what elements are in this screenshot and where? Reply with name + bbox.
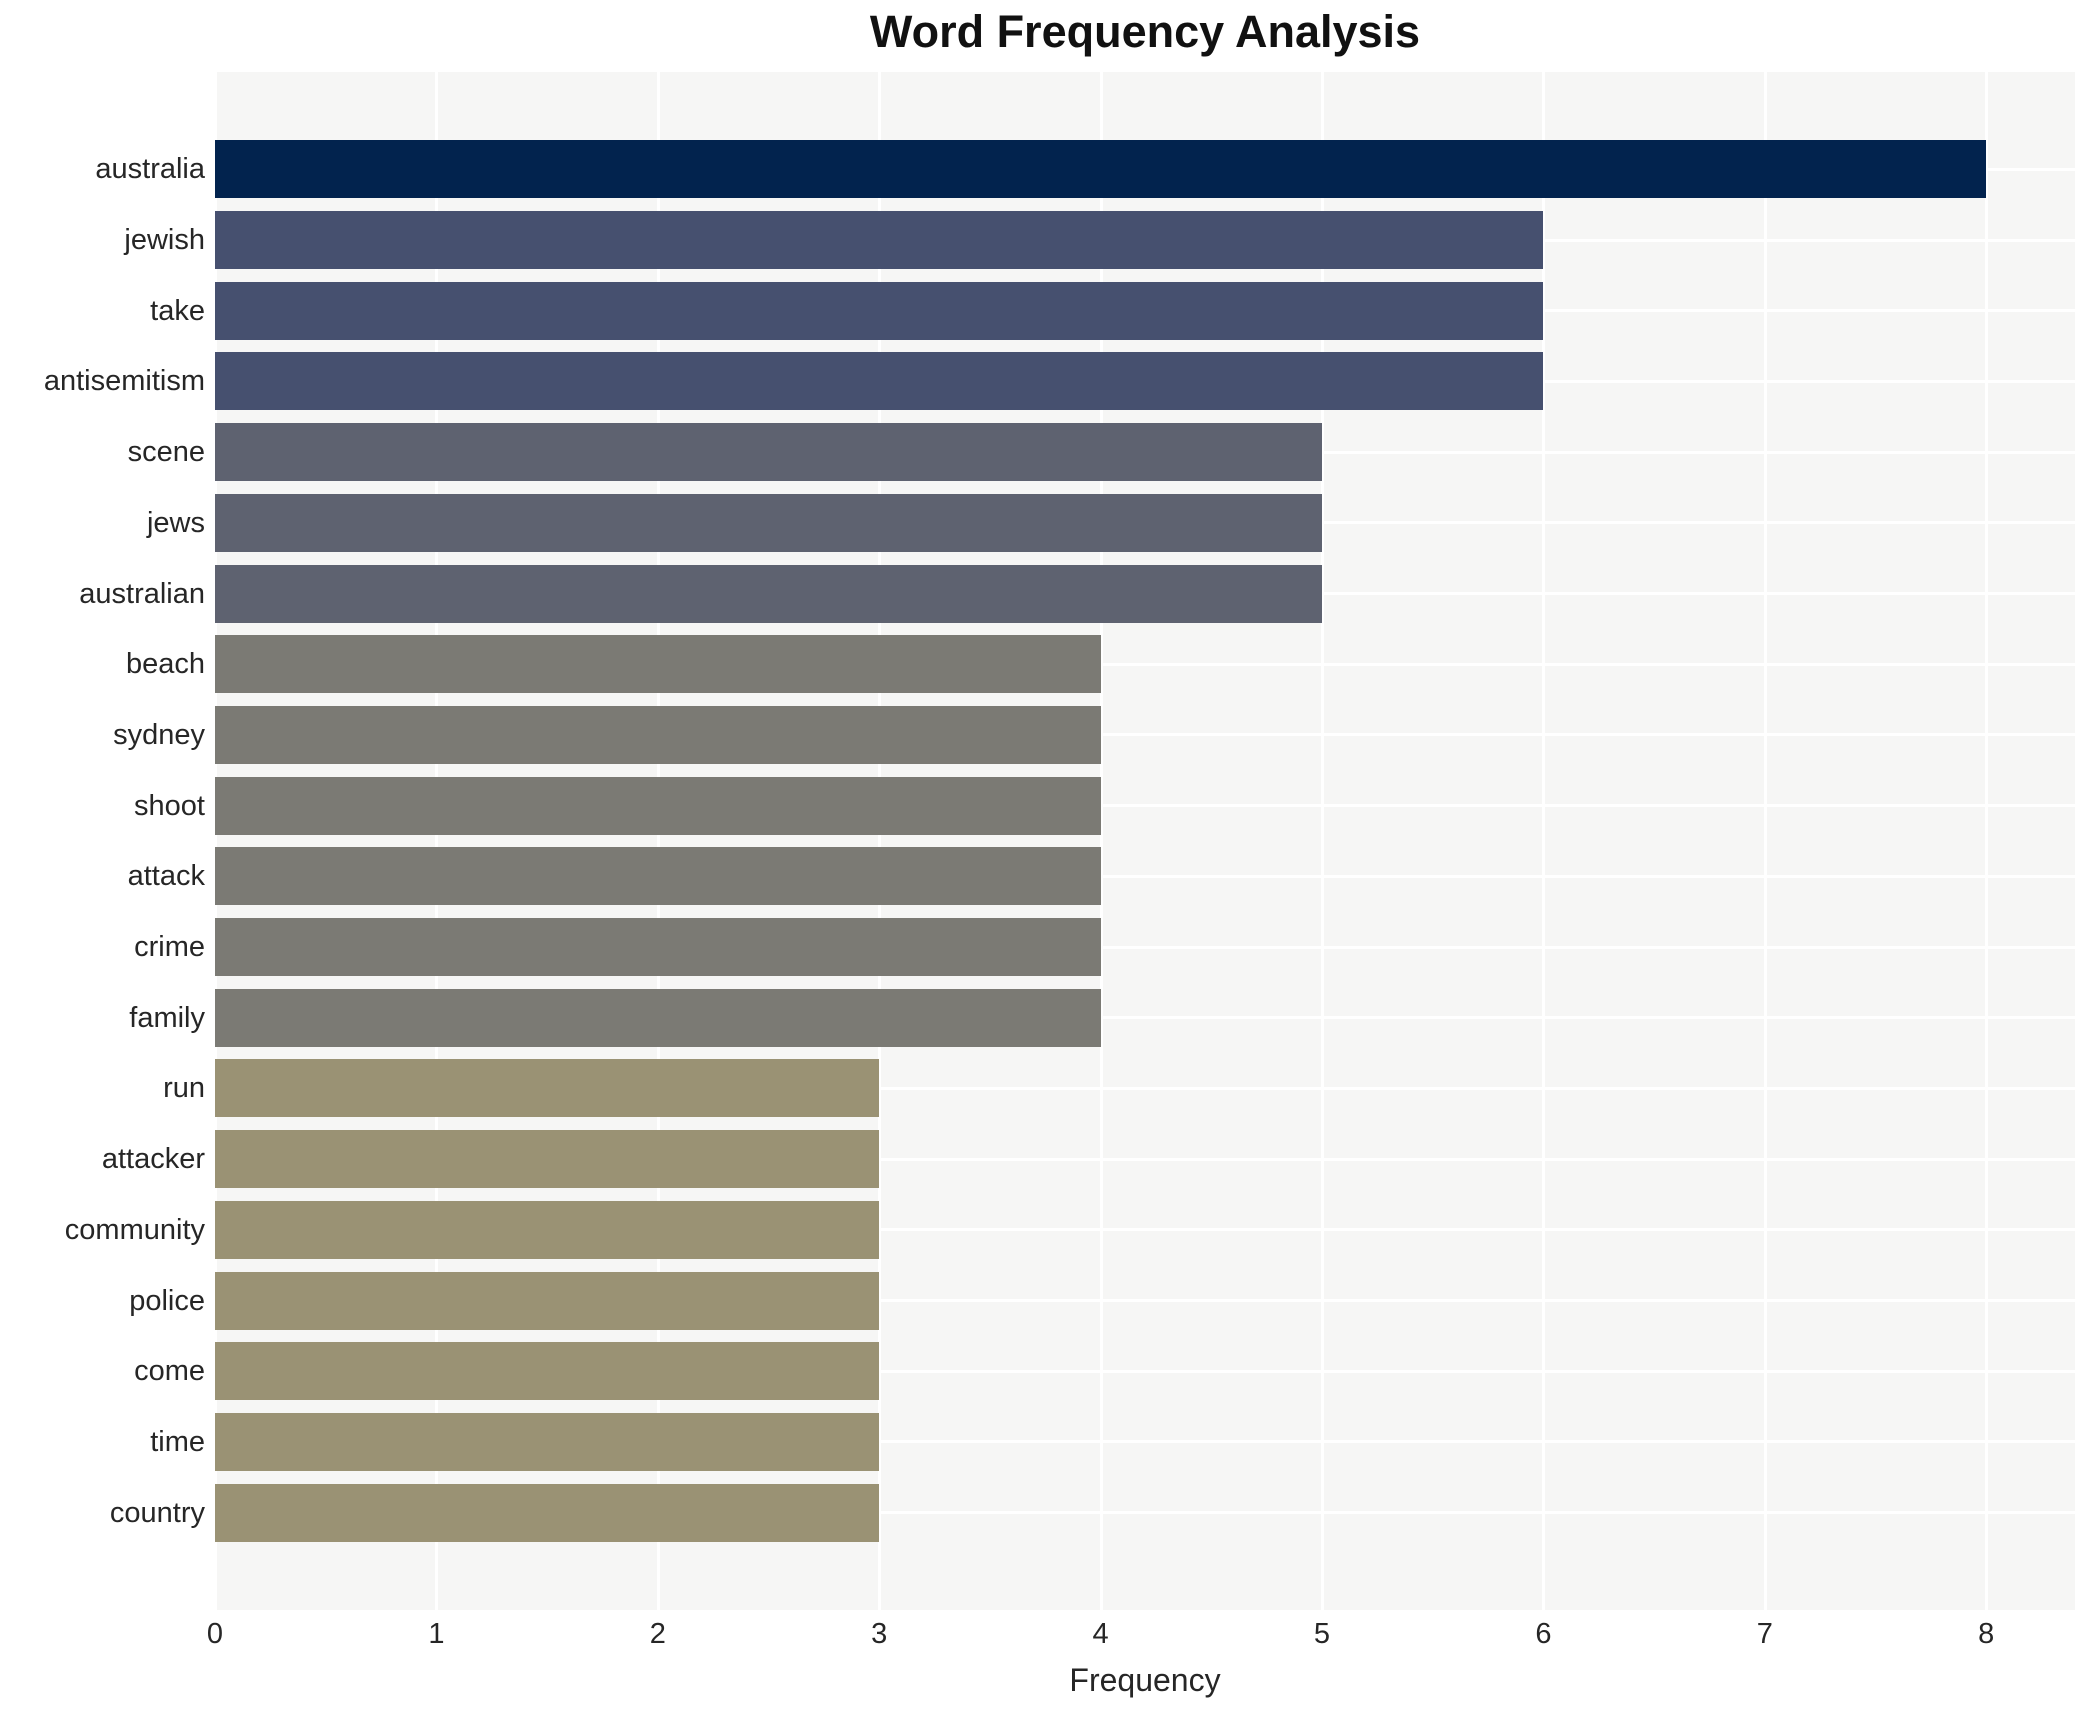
x-gridline-2 <box>656 72 660 1610</box>
y-gridline-police <box>215 1299 2075 1303</box>
y-gridline-family <box>215 1016 2075 1020</box>
x-tick-label-7: 7 <box>1756 1618 1773 1650</box>
y-gridline-sydney <box>215 733 2075 737</box>
y-label-take: take <box>150 294 205 327</box>
y-label-come: come <box>134 1355 205 1388</box>
x-axis-title: Frequency <box>1069 1662 1221 1698</box>
x-tick-label-2: 2 <box>649 1618 666 1650</box>
y-gridline-crime <box>215 945 2075 949</box>
bar-beach <box>215 635 1101 694</box>
y-gridline-shoot <box>215 804 2075 808</box>
x-gridline-3 <box>878 72 882 1610</box>
bar-take <box>215 281 1544 340</box>
chart-title: Word Frequency Analysis <box>869 6 1421 57</box>
y-label-sydney: sydney <box>113 718 205 751</box>
x-gridline-4 <box>1099 72 1103 1610</box>
bar-run <box>215 1059 880 1118</box>
x-tick-label-0: 0 <box>206 1618 224 1650</box>
x-tick-label-6: 6 <box>1535 1618 1552 1650</box>
bar-community <box>215 1200 880 1259</box>
plot-area <box>214 72 2075 1610</box>
y-label-crime: crime <box>134 931 205 964</box>
bar-australia <box>215 140 1987 199</box>
bar-scene <box>215 423 1322 482</box>
y-gridline-time <box>215 1440 2075 1444</box>
bar-come <box>215 1342 880 1401</box>
y-label-australia: australia <box>95 153 205 186</box>
bar-jews <box>215 493 1322 552</box>
y-label-jewish: jewish <box>124 224 205 257</box>
bar-family <box>215 988 1101 1047</box>
x-gridline-8 <box>1985 72 1989 1610</box>
x-tick-label-1: 1 <box>428 1618 445 1650</box>
x-gridline-6 <box>1542 72 1546 1610</box>
y-label-antisemitism: antisemitism <box>43 365 205 398</box>
y-label-jews: jews <box>146 506 205 539</box>
x-tick-label-8: 8 <box>1978 1618 1995 1650</box>
x-tick-label-5: 5 <box>1313 1618 1331 1650</box>
y-gridline-attack <box>215 874 2075 878</box>
y-label-family: family <box>129 1001 205 1034</box>
y-label-country: country <box>109 1496 205 1529</box>
y-label-shoot: shoot <box>134 789 205 822</box>
bar-country <box>215 1483 880 1542</box>
y-label-attack: attack <box>127 860 205 893</box>
y-label-beach: beach <box>125 648 205 681</box>
x-gridline-7 <box>1763 72 1767 1610</box>
y-gridline-run <box>215 1086 2075 1090</box>
bar-attack <box>215 847 1101 906</box>
y-gridline-come <box>215 1369 2075 1373</box>
y-gridline-country <box>215 1511 2075 1515</box>
bar-crime <box>215 918 1101 977</box>
x-tick-label-4: 4 <box>1092 1618 1109 1650</box>
y-gridline-community <box>215 1228 2075 1232</box>
y-gridline-attacker <box>215 1157 2075 1161</box>
bar-shoot <box>215 776 1101 835</box>
bar-police <box>215 1271 880 1330</box>
y-label-time: time <box>150 1425 205 1458</box>
y-label-scene: scene <box>127 436 205 469</box>
bar-jewish <box>215 211 1544 270</box>
x-tick-label-3: 3 <box>871 1618 888 1650</box>
bar-australian <box>215 564 1322 623</box>
y-label-attacker: attacker <box>101 1143 205 1176</box>
x-gridline-1 <box>435 72 439 1610</box>
bar-antisemitism <box>215 352 1544 411</box>
bar-sydney <box>215 705 1101 764</box>
y-label-australian: australian <box>79 577 205 610</box>
bar-time <box>215 1412 880 1471</box>
y-label-community: community <box>64 1213 205 1246</box>
y-label-police: police <box>129 1284 205 1317</box>
bar-attacker <box>215 1130 880 1189</box>
x-gridline-0 <box>214 72 217 1610</box>
y-gridline-beach <box>215 662 2075 666</box>
x-gridline-5 <box>1321 72 1324 1610</box>
y-label-run: run <box>163 1072 205 1105</box>
